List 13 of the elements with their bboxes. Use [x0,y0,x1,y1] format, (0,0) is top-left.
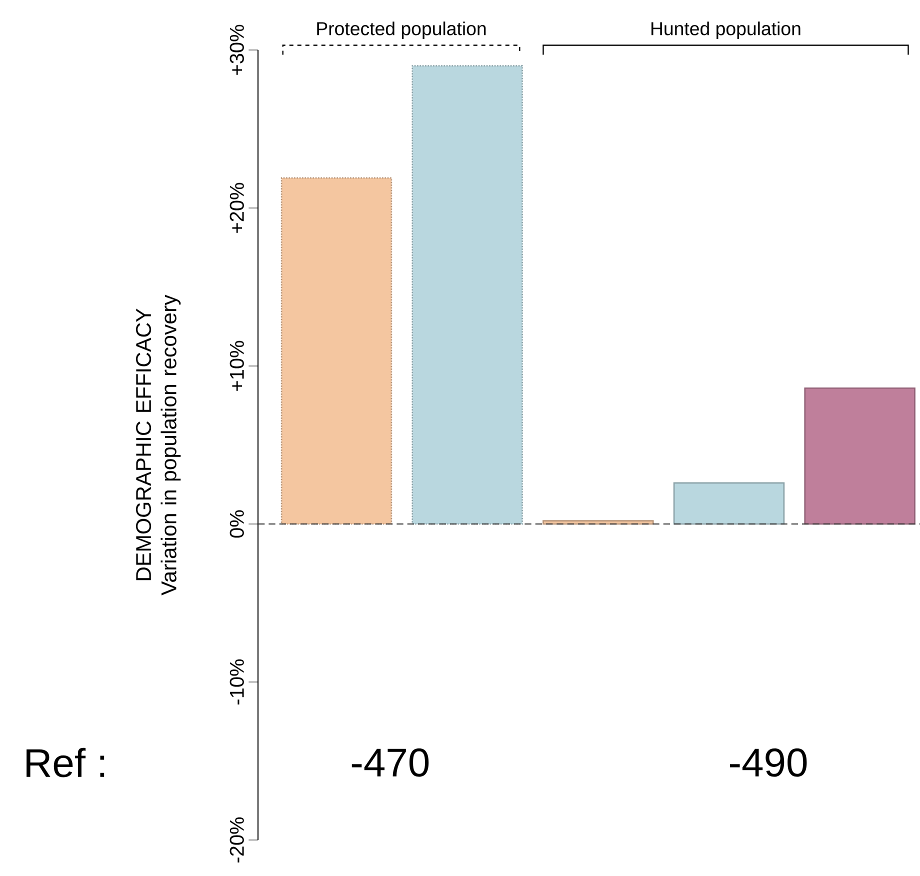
annotation: -470 [352,748,429,777]
y-tick-label: +20% [230,182,244,233]
text: Hunted population [651,22,800,39]
annotation: -490 [730,748,807,777]
y-tick-label: -10% [230,659,244,704]
y-tick-label: +10% [230,340,244,391]
text: Ref : [26,748,104,778]
text: Protected population [317,22,486,39]
y-axis-title: DEMOGRAPHIC EFFICACY Variation in population recovery [136,294,181,596]
y-tick-label: -20% [230,817,244,862]
y-tick-label: +30% [230,24,244,75]
bar [804,387,916,525]
y-tick-label: 0% [230,510,244,538]
